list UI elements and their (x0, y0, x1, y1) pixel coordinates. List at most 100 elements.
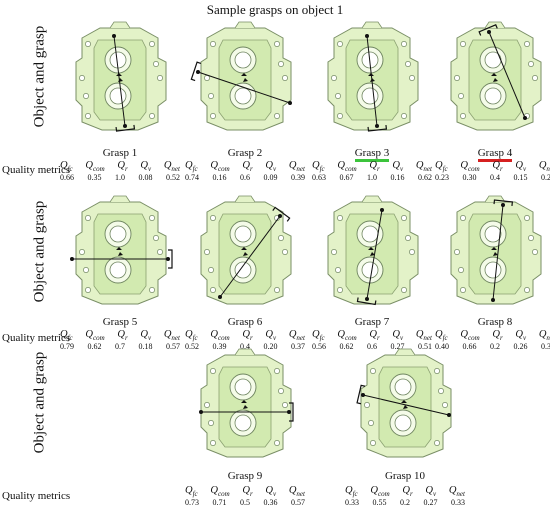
metric-value: 0.66 (60, 173, 74, 183)
gripper-bracket-icon (190, 61, 202, 82)
metric-value: 0.20 (263, 342, 278, 352)
metric-value: 0.09 (263, 173, 278, 183)
metric-value: 0.4 (240, 342, 250, 352)
metric-header: Qr (369, 329, 380, 343)
grasp-10-metrics: Qfc Qcom Qr Qv Qnet 0.33 0.55 0.2 0.27 0.33 (345, 485, 465, 507)
metric-value: 1.0 (115, 173, 125, 183)
gripper-bracket-icon (272, 206, 291, 222)
metric-header: Qfc (435, 329, 448, 343)
com-marker-icon (116, 247, 123, 256)
com-marker-icon (241, 400, 248, 409)
metric-header: Qcom (210, 160, 230, 174)
metric-header: Qr (117, 160, 128, 174)
gripper-bracket-icon (115, 124, 136, 132)
metrics-label-1: Quality metrics (2, 164, 71, 176)
metric-header: Qcom (337, 329, 357, 343)
grasp-1-object (75, 21, 167, 132)
metric-value: 0.2 (490, 342, 500, 352)
metric-header: Qnet (163, 329, 180, 343)
metric-header: Qv (392, 329, 404, 343)
grasp-4-object (450, 21, 542, 131)
grasp-axis (365, 34, 388, 132)
com-marker-icon (241, 247, 248, 256)
metric-value: 0.30 (462, 173, 477, 183)
metric-value: 0.37 (291, 342, 305, 352)
metric-header: Qcom (210, 485, 230, 499)
row-label-1: Object and grasp (31, 25, 48, 128)
gripper-bracket-icon (289, 402, 294, 422)
grasp-10-label: Grasp 10 (384, 470, 426, 482)
gripper-bracket-icon (356, 384, 366, 405)
metric-value: 0.40 (435, 342, 449, 352)
metric-value: 0.26 (513, 342, 528, 352)
grasp-7-metrics: Qfc Qcom Qr Qv Qnet 0.56 0.62 0.6 0.27 0.51 (312, 329, 432, 351)
metrics-label-2: Quality metrics (2, 332, 71, 344)
grasp-7-label: Grasp 7 (354, 316, 390, 328)
grasp-4-label: Grasp 4 (477, 147, 513, 159)
metric-header: Qnet (415, 160, 432, 174)
metric-value: 0.27 (390, 342, 405, 352)
metric-header: Qfc (185, 329, 198, 343)
grasp-2-metrics: Qfc Qcom Qr Qv Qnet 0.74 0.16 0.6 0.09 0.39 (185, 160, 305, 182)
metric-value: 0.15 (513, 173, 528, 183)
metric-header: Qr (242, 329, 253, 343)
grasp-axis (356, 384, 451, 417)
metric-value: 0.2 (400, 498, 410, 508)
metric-value: 0.6 (367, 342, 377, 352)
metric-header: Qnet (448, 485, 465, 499)
grasp-9-object (199, 348, 294, 458)
grasp-axis (190, 61, 292, 105)
metric-header: Qr (242, 485, 253, 499)
metric-header: Qv (265, 160, 277, 174)
metric-header: Qr (492, 160, 503, 174)
metric-value: 0.39 (291, 173, 305, 183)
metric-value: 0.62 (418, 173, 432, 183)
metric-header: Qnet (415, 329, 432, 343)
metric-value: 0.62 (339, 342, 354, 352)
metric-value: 0.35 (87, 173, 102, 183)
grasp-axis (491, 199, 514, 302)
grasp-6-metrics: Qfc Qcom Qr Qv Qnet 0.52 0.39 0.4 0.20 0.37 (185, 329, 305, 351)
metric-value: 0.27 (423, 498, 438, 508)
metric-value: 0.16 (212, 173, 227, 183)
metric-header: Qv (140, 160, 152, 174)
metric-value: 0.57 (166, 342, 180, 352)
metric-header: Qr (369, 160, 380, 174)
metric-value: 0.56 (312, 342, 326, 352)
metric-value: 0.7 (115, 342, 125, 352)
metric-header: Qfc (312, 329, 325, 343)
metric-value: 1.0 (367, 173, 377, 183)
grasp-axis (112, 34, 136, 132)
metric-header: Qcom (337, 160, 357, 174)
grasp-5-object (70, 195, 173, 305)
grasp-5-label: Grasp 5 (102, 316, 138, 328)
metric-header: Qfc (185, 160, 198, 174)
grasp-3-metrics: Qfc Qcom Qr Qv Qnet 0.63 0.67 1.0 0.16 0.62 (312, 160, 432, 182)
metric-value: 0.18 (138, 342, 153, 352)
metric-value: 0.4 (490, 173, 500, 183)
metric-header: Qcom (370, 485, 390, 499)
metric-value: 0.51 (418, 342, 432, 352)
metric-value: 0.08 (138, 173, 153, 183)
grasp-9-metrics: Qfc Qcom Qr Qv Qnet 0.73 0.71 0.5 0.36 0.57 (185, 485, 305, 507)
metric-value: 0.23 (435, 173, 449, 183)
metric-value: 0.16 (390, 173, 405, 183)
metric-header: Qcom (460, 160, 480, 174)
grasp-3-highlight (355, 159, 389, 162)
metric-header: Qnet (538, 160, 550, 174)
com-marker-icon (116, 73, 123, 82)
com-marker-icon (368, 73, 375, 82)
com-marker-icon (401, 400, 408, 409)
gripper-bracket-icon (367, 124, 388, 132)
grasp-2-object (190, 21, 292, 131)
metric-header: Qnet (163, 160, 180, 174)
gripper-bracket-icon (493, 199, 514, 207)
metric-header: Qnet (288, 329, 305, 343)
metric-header: Qnet (288, 485, 305, 499)
com-marker-icon (368, 247, 375, 256)
metric-value: 0.38 (541, 342, 550, 352)
metric-header: Qr (492, 329, 503, 343)
gripper-bracket-icon (168, 249, 173, 269)
figure-title: Sample grasps on object 1 (206, 2, 344, 17)
metric-value: 0.79 (60, 342, 74, 352)
